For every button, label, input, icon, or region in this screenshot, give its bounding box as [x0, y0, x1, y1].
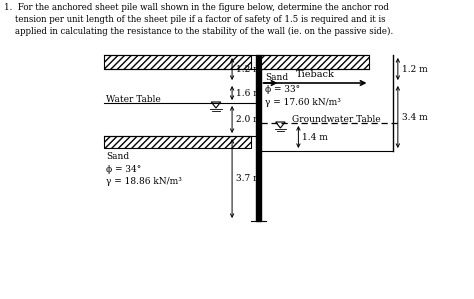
Bar: [104, 55, 251, 69]
Text: 3.4 m: 3.4 m: [401, 112, 428, 121]
Text: Sand
ϕ = 34°
γ = 18.86 kN/m³: Sand ϕ = 34° γ = 18.86 kN/m³: [106, 152, 182, 186]
Text: 1.6 m: 1.6 m: [236, 89, 262, 97]
Text: Sand
ϕ = 33°
γ = 17.60 kN/m³: Sand ϕ = 33° γ = 17.60 kN/m³: [265, 73, 341, 107]
Text: Water Table: Water Table: [106, 95, 161, 104]
Text: Tieback: Tieback: [296, 70, 335, 79]
Text: 1.2 m: 1.2 m: [236, 65, 262, 74]
Text: 3.7 m: 3.7 m: [236, 174, 262, 183]
Text: 1.4 m: 1.4 m: [302, 132, 328, 141]
Bar: [104, 136, 251, 148]
Text: 2.0 m: 2.0 m: [236, 115, 262, 124]
Bar: [262, 55, 369, 69]
Text: 1.2 m: 1.2 m: [401, 65, 428, 74]
Text: Groundwater Table: Groundwater Table: [292, 115, 380, 124]
Text: 1.  For the anchored sheet pile wall shown in the figure below, determine the an: 1. For the anchored sheet pile wall show…: [4, 3, 393, 36]
